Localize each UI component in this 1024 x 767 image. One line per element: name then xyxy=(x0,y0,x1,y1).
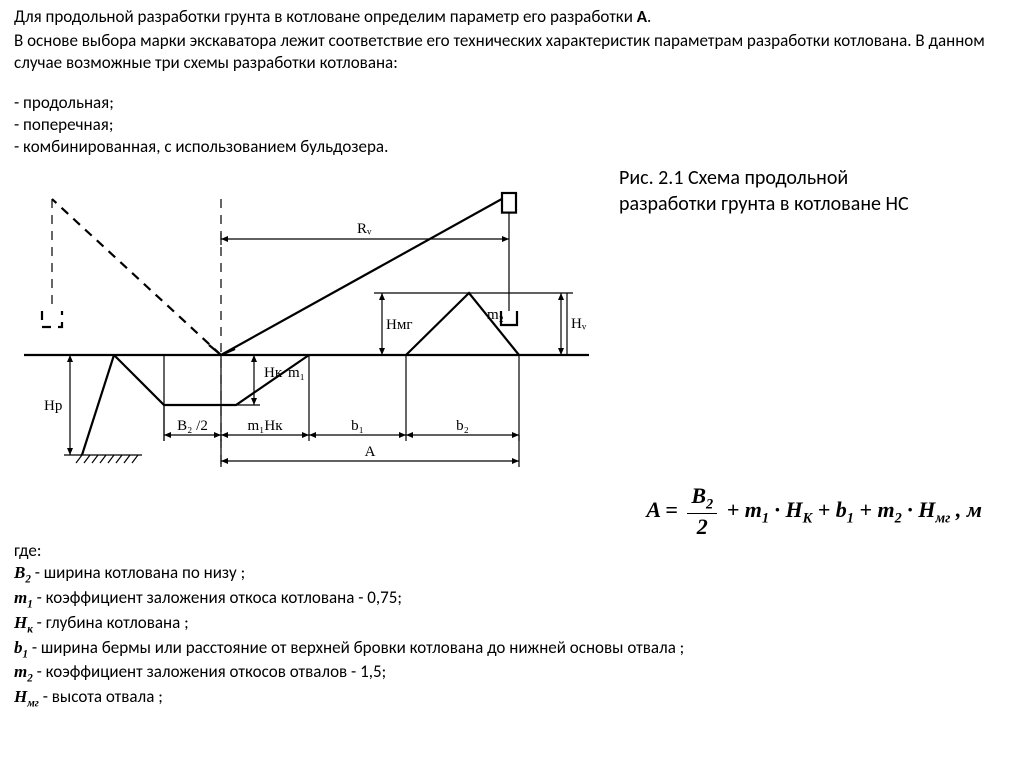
f-m2: m xyxy=(877,496,894,521)
f-frac: B22 xyxy=(687,485,717,539)
f-B2sub: 2 xyxy=(706,496,713,512)
svg-text:B₂ /2: B₂ /2 xyxy=(177,418,208,434)
scheme-list: - продольная; - поперечная; - комбиниров… xyxy=(14,92,1010,158)
f-m1: m xyxy=(745,496,762,521)
f-dot2: · xyxy=(902,496,919,521)
formula: A = B22 + m1 · HK + b1 + m2 · Hмг , м xyxy=(14,485,1010,539)
w1-text: - ширина котлована по низу ; xyxy=(31,562,245,583)
f-HK: H xyxy=(786,496,803,521)
svg-text:A: A xyxy=(365,444,376,460)
w1-sym: B2 xyxy=(14,563,31,582)
w5-sym: m2 xyxy=(14,662,33,681)
f-HKsub: K xyxy=(803,510,813,526)
intro-p1-b: А xyxy=(637,6,647,27)
svg-text:Rᵥ: Rᵥ xyxy=(357,221,372,237)
diagram: Rᵥ Hᵥ m₂ Hмг Hк m₁ Hр B₂ /2 m₁Hк b₁ b₂ A xyxy=(14,163,599,483)
intro-p1-c: . xyxy=(647,6,651,27)
f-m2sub: 2 xyxy=(895,510,902,526)
scheme-2: - поперечная; xyxy=(14,114,1010,136)
w5-text: - коэффициент заложения откосов отвалов … xyxy=(33,661,386,682)
caption-line2: разработки грунта в котловане НС xyxy=(619,192,909,216)
svg-text:Hр: Hр xyxy=(44,398,62,414)
intro-p1-a: Для продольной разработки грунта в котло… xyxy=(14,6,637,27)
f-eq: = xyxy=(660,496,684,521)
svg-text:m₂: m₂ xyxy=(487,307,504,323)
f-unit: , м xyxy=(950,496,982,521)
svg-text:b₂: b₂ xyxy=(456,418,469,434)
w6-sym: Нмг xyxy=(14,687,39,706)
caption-line1: Рис. 2.1 Схема продольной xyxy=(619,166,848,190)
f-plus3: + xyxy=(854,496,878,521)
f-plus2: + xyxy=(812,496,836,521)
page: Для продольной разработки грунта в котло… xyxy=(0,0,1024,721)
f-b1sub: 1 xyxy=(847,510,854,526)
f-b1: b xyxy=(836,496,847,521)
w6-text: - высота отвала ; xyxy=(39,686,163,707)
where-head: где: xyxy=(14,540,1010,562)
figure-row: Rᵥ Hᵥ m₂ Hмг Hк m₁ Hр B₂ /2 m₁Hк b₁ b₂ A Рис. 2.1 С… xyxy=(14,163,1010,483)
w3-sym: Нк xyxy=(14,613,33,632)
w4-text: - ширина бермы или расстояние от верхней… xyxy=(28,637,684,658)
f-m1sub: 1 xyxy=(762,510,769,526)
f-dot1: · xyxy=(769,496,786,521)
scheme-3: - комбинированная, с использованием буль… xyxy=(14,136,1010,158)
w2-text: - коэффициент заложения откоса котлована… xyxy=(33,587,402,608)
w4-sym: b1 xyxy=(14,638,28,657)
f-A: A xyxy=(646,496,659,521)
f-Hmgsub: мг xyxy=(935,510,950,526)
w2-sym: m1 xyxy=(14,588,33,607)
svg-text:Hк: Hк xyxy=(264,365,283,381)
svg-text:Hᵥ: Hᵥ xyxy=(571,316,587,332)
w3-text: - глубина котлована ; xyxy=(33,612,189,633)
f-Hmg: H xyxy=(918,496,935,521)
f-two: 2 xyxy=(687,514,717,538)
svg-text:b₁: b₁ xyxy=(351,418,364,434)
intro-text: Для продольной разработки грунта в котло… xyxy=(14,6,1010,74)
svg-text:m₁Hк: m₁Hк xyxy=(247,418,283,434)
intro-p2: В основе выбора марки экскаватора лежит … xyxy=(14,30,1010,74)
svg-text:m₁: m₁ xyxy=(288,365,305,381)
f-plus1: + xyxy=(721,496,745,521)
figure-caption: Рис. 2.1 Схема продольной разработки гру… xyxy=(619,165,909,217)
svg-text:Hмг: Hмг xyxy=(386,317,412,333)
where-block: где: B2 - ширина котлована по низу ; m1 … xyxy=(14,540,1010,711)
scheme-1: - продольная; xyxy=(14,92,1010,114)
f-B2: B xyxy=(691,483,706,508)
